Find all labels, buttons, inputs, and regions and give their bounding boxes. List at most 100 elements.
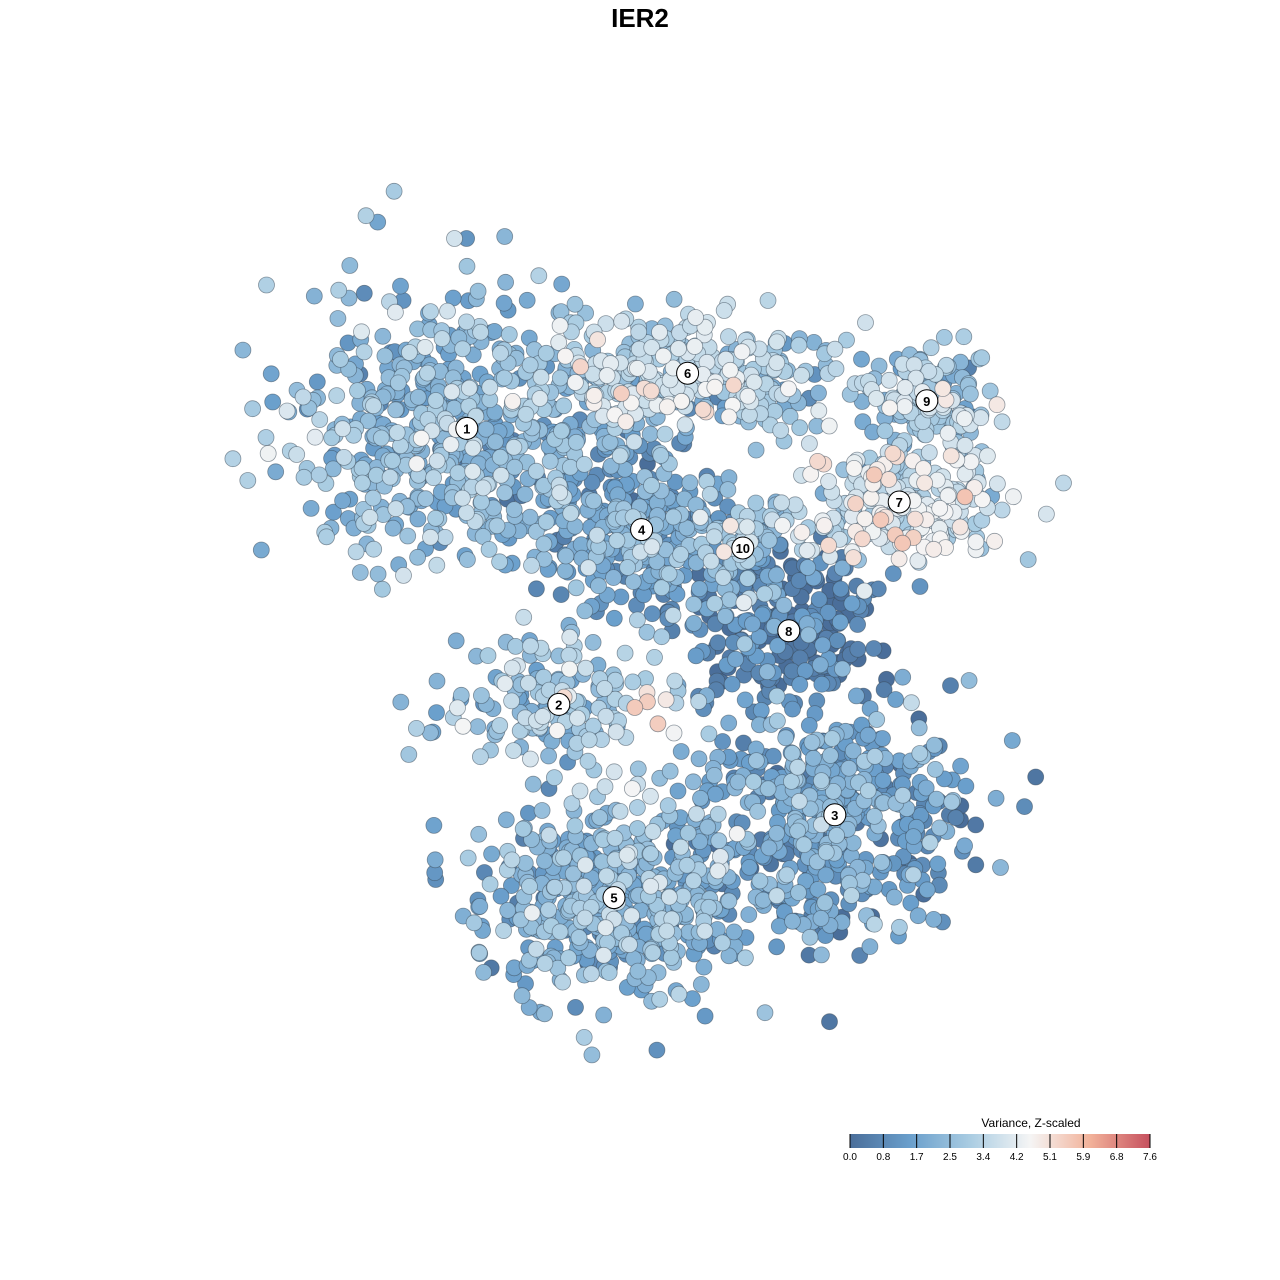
cell-point — [234, 341, 252, 359]
cell-point — [252, 541, 270, 559]
cell-point — [349, 382, 366, 400]
cell-point — [943, 793, 961, 811]
cell-point — [834, 660, 851, 678]
cluster-label-7: 7 — [887, 490, 911, 514]
cell-point — [670, 985, 688, 1003]
cell-point — [409, 548, 427, 566]
cell-point — [567, 374, 584, 391]
cell-point — [607, 723, 625, 741]
cell-point — [562, 505, 580, 522]
cell-point — [780, 380, 797, 398]
cell-point — [962, 453, 980, 471]
cell-point — [665, 508, 682, 526]
cell-point — [453, 489, 471, 507]
cell-point — [294, 388, 312, 406]
cell-point — [503, 692, 521, 710]
cell-point — [676, 416, 694, 434]
cell-point — [849, 616, 866, 633]
cell-point — [915, 460, 932, 478]
cluster-label-5: 5 — [602, 886, 626, 910]
cell-point — [1019, 551, 1037, 568]
cell-point — [556, 562, 574, 580]
cell-point — [691, 509, 709, 526]
cell-point — [659, 797, 677, 814]
cell-point — [664, 606, 682, 624]
cell-point — [803, 734, 821, 751]
cell-point — [643, 339, 661, 356]
cell-point — [702, 552, 720, 570]
cell-point — [989, 475, 1006, 493]
cell-point — [843, 595, 861, 612]
cell-point — [361, 509, 379, 526]
cell-point — [384, 519, 402, 537]
cell-point — [752, 702, 770, 719]
cell-point — [909, 907, 927, 925]
cell-point — [861, 938, 879, 955]
cell-point — [557, 547, 575, 565]
cell-point — [335, 448, 353, 466]
cell-point — [459, 849, 477, 867]
cell-point — [505, 742, 522, 759]
cell-point — [392, 693, 410, 711]
cell-point — [709, 862, 727, 880]
cell-point — [546, 769, 563, 786]
cell-point — [643, 538, 661, 556]
cell-point — [536, 1005, 553, 1023]
cell-point — [705, 528, 723, 546]
cell-point — [428, 672, 446, 690]
cell-point — [569, 709, 586, 727]
cluster-label-2: 2 — [547, 692, 571, 716]
cell-point — [740, 906, 758, 923]
cell-point — [793, 366, 810, 384]
cell-point — [537, 344, 555, 362]
cell-point — [428, 452, 446, 470]
cell-point — [739, 570, 756, 587]
cell-point — [373, 580, 391, 598]
cell-point — [582, 965, 600, 983]
cell-point — [820, 537, 837, 554]
cell-point — [653, 579, 671, 597]
cell-point — [768, 938, 785, 956]
cell-point — [910, 719, 928, 737]
cell-point — [651, 990, 669, 1008]
cell-point — [866, 808, 883, 825]
cell-point — [575, 877, 593, 895]
cell-point — [278, 402, 296, 420]
cell-point — [521, 508, 539, 526]
cell-point — [744, 615, 761, 633]
cell-point — [643, 605, 661, 623]
cell-point — [1038, 505, 1055, 523]
cell-point — [826, 340, 844, 358]
cell-point — [938, 356, 955, 374]
cell-point — [939, 487, 957, 505]
cell-point — [681, 474, 699, 492]
cell-point — [847, 495, 864, 513]
cell-point — [642, 382, 660, 400]
cell-point — [259, 445, 277, 462]
cell-point — [690, 750, 708, 768]
cell-point — [630, 323, 648, 341]
cell-point — [502, 877, 520, 894]
cell-point — [735, 594, 753, 611]
cell-point — [679, 824, 697, 842]
cell-point — [551, 923, 569, 941]
cell-point — [425, 817, 443, 834]
cell-point — [843, 887, 860, 904]
cell-point — [833, 559, 851, 577]
cell-point — [416, 338, 434, 356]
cell-point — [957, 777, 975, 795]
cell-point — [329, 310, 347, 327]
cell-point — [579, 752, 597, 770]
cell-point — [783, 773, 800, 790]
cell-point — [629, 820, 646, 837]
cell-point — [775, 596, 793, 614]
cell-point — [778, 866, 796, 884]
cell-point — [464, 462, 482, 480]
cell-point — [956, 837, 973, 855]
cell-point — [777, 729, 795, 747]
cell-point — [896, 398, 914, 416]
cell-point — [372, 429, 390, 447]
cell-point — [768, 824, 786, 842]
cell-point — [917, 779, 935, 797]
cell-point — [475, 964, 493, 981]
